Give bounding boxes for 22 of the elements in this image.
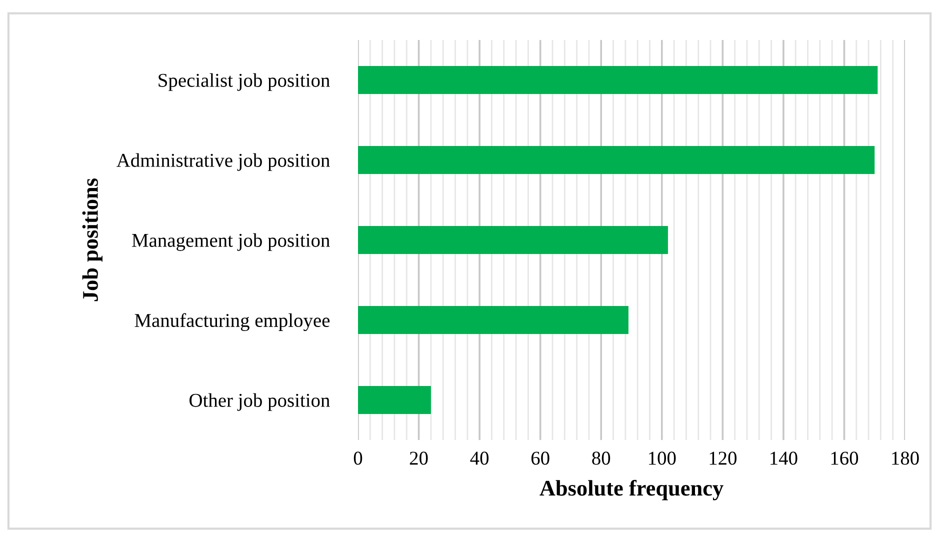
x-axis-title: Absolute frequency bbox=[540, 480, 724, 500]
x-tick-label: 120 bbox=[710, 452, 737, 465]
y-tick-label: Management job position bbox=[132, 233, 330, 251]
bar bbox=[358, 66, 878, 94]
x-tick-label: 40 bbox=[470, 452, 489, 465]
x-tick-label: 0 bbox=[354, 452, 362, 465]
x-tick-label: 20 bbox=[410, 452, 428, 465]
bar bbox=[358, 386, 431, 414]
y-tick-label: Specialist job position bbox=[158, 73, 330, 91]
x-tick-label: 140 bbox=[770, 452, 798, 465]
x-tick-label: 160 bbox=[831, 452, 858, 465]
x-tick-label: 80 bbox=[592, 452, 610, 465]
bar bbox=[358, 306, 628, 334]
bar bbox=[358, 226, 668, 254]
y-tick-label: Manufacturing employee bbox=[134, 313, 330, 332]
y-axis-title: Job positions bbox=[82, 178, 102, 302]
bar bbox=[358, 146, 875, 174]
x-tick-label: 100 bbox=[649, 452, 676, 465]
x-tick-label: 60 bbox=[531, 452, 550, 465]
y-tick-label: Administrative job position bbox=[116, 153, 330, 171]
x-tick-label: 180 bbox=[892, 452, 919, 465]
y-tick-label: Other job position bbox=[190, 393, 330, 411]
